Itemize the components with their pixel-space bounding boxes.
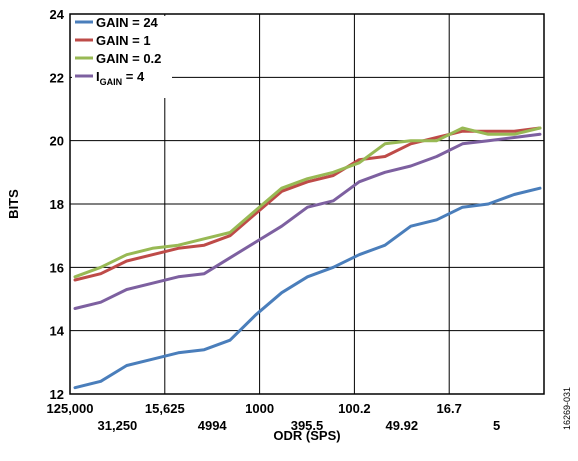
y-tick-label: 18 bbox=[50, 197, 64, 212]
y-tick-labels: 12 14 16 18 20 22 24 bbox=[50, 7, 65, 402]
x-tick-label-lower: 49.92 bbox=[386, 418, 419, 433]
y-tick-label: 22 bbox=[50, 70, 64, 85]
y-tick-label: 24 bbox=[50, 7, 65, 22]
x-tick-label-upper: 15,625 bbox=[145, 401, 185, 416]
x-tick-label-lower: 4994 bbox=[198, 418, 228, 433]
series-line-2 bbox=[73, 126, 542, 279]
figure-id: 16269-031 bbox=[562, 387, 572, 430]
x-tick-label-upper: 125,000 bbox=[47, 401, 94, 416]
x-axis-title: ODR (SPS) bbox=[273, 428, 340, 443]
x-tick-label-lower: 395.5 bbox=[291, 418, 324, 433]
y-tick-label: 14 bbox=[50, 324, 65, 339]
series-line-0 bbox=[73, 186, 542, 390]
legend-label-igain-subscript: GAIN bbox=[100, 77, 123, 87]
legend-label-igain-4: IGAIN = 4 bbox=[96, 69, 145, 87]
y-axis-title: BITS bbox=[6, 189, 21, 219]
legend-item-gain-0-2: GAIN = 0.2 bbox=[75, 51, 161, 66]
x-tick-label-lower: 31,250 bbox=[98, 418, 138, 433]
x-tick-label-upper: 1000 bbox=[245, 401, 274, 416]
y-tick-label: 20 bbox=[50, 134, 64, 149]
x-tick-label-upper: 16.7 bbox=[437, 401, 462, 416]
series-lines bbox=[73, 126, 542, 390]
legend-label-gain-1: GAIN = 1 bbox=[96, 33, 151, 48]
legend-item-gain-1: GAIN = 1 bbox=[75, 33, 151, 48]
legend-label-gain-24: GAIN = 24 bbox=[96, 15, 159, 30]
x-tick-labels: 125,000 15,625 1000 100.2 16.7 31,250 4994 395.… bbox=[47, 401, 501, 433]
x-tick-label-lower: 5 bbox=[493, 418, 500, 433]
legend-item-gain-24: GAIN = 24 bbox=[75, 15, 159, 30]
series-line-3 bbox=[73, 132, 542, 310]
legend: GAIN = 24 GAIN = 1 GAIN = 0.2 IGAIN = 4 bbox=[72, 15, 172, 98]
legend-label-igain-suffix: = 4 bbox=[122, 69, 145, 84]
series-line-1 bbox=[73, 126, 542, 282]
legend-label-igain-main: I bbox=[96, 69, 100, 84]
y-tick-label: 12 bbox=[50, 387, 64, 402]
legend-label-gain-0-2: GAIN = 0.2 bbox=[96, 51, 161, 66]
y-tick-label: 16 bbox=[50, 260, 64, 275]
legend-item-igain-4: IGAIN = 4 bbox=[75, 69, 145, 87]
x-tick-label-upper: 100.2 bbox=[338, 401, 371, 416]
